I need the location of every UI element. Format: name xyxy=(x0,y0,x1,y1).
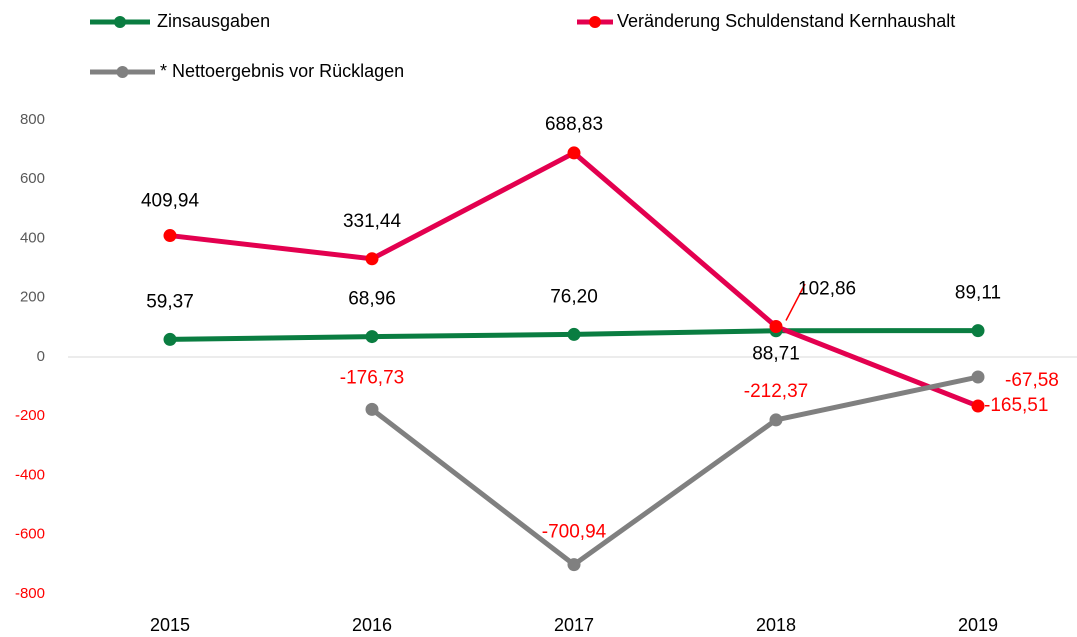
x-tick-label: 2016 xyxy=(352,615,392,635)
legend-marker xyxy=(116,66,129,78)
value-label: -212,37 xyxy=(744,381,808,402)
series-line xyxy=(169,150,979,409)
y-tick-label: -800 xyxy=(15,585,45,602)
marker xyxy=(365,330,379,344)
legend-label: Veränderung Schuldenstand Kernhaushalt xyxy=(617,11,955,31)
marker xyxy=(365,402,379,416)
legend-label: Zinsausgaben xyxy=(157,11,270,31)
value-label: 59,37 xyxy=(146,291,194,312)
y-tick-label: -600 xyxy=(15,526,45,543)
marker xyxy=(769,320,783,334)
legend-marker xyxy=(589,16,601,28)
value-label: 331,44 xyxy=(343,211,402,232)
value-label: 688,83 xyxy=(545,114,603,135)
legend-label: * Nettoergebnis vor Rücklagen xyxy=(160,61,404,81)
y-tick-label: 800 xyxy=(20,111,45,128)
value-label: -700,94 xyxy=(542,522,607,543)
marker xyxy=(567,146,581,160)
value-label: -176,73 xyxy=(340,367,404,388)
marker xyxy=(769,413,783,427)
y-tick-label: 0 xyxy=(37,348,45,365)
value-label: 89,11 xyxy=(955,283,1001,304)
marker xyxy=(567,327,581,341)
y-tick-label: 400 xyxy=(20,229,45,246)
y-tick-label: 200 xyxy=(20,289,45,306)
value-label: -165,51 xyxy=(984,395,1048,416)
value-label: 76,20 xyxy=(550,286,598,307)
value-label: 102,86 xyxy=(798,279,856,300)
y-tick-label: -200 xyxy=(15,407,45,424)
y-tick-label: -400 xyxy=(15,466,45,483)
marker xyxy=(971,370,985,384)
series-line xyxy=(370,374,979,568)
value-label: -67,58 xyxy=(1005,370,1059,391)
value-label: 68,96 xyxy=(348,289,396,310)
leader-line xyxy=(785,283,806,321)
marker xyxy=(365,252,379,266)
marker xyxy=(567,558,581,572)
value-label: 409,94 xyxy=(141,191,200,212)
x-tick-label: 2017 xyxy=(554,615,594,635)
marker xyxy=(971,324,985,338)
x-tick-label: 2015 xyxy=(150,615,190,635)
marker xyxy=(163,229,177,243)
y-tick-label: 600 xyxy=(20,170,45,187)
value-label: 88,71 xyxy=(752,344,800,365)
x-tick-label: 2019 xyxy=(958,615,998,635)
marker xyxy=(971,399,985,413)
x-tick-label: 2018 xyxy=(756,615,796,635)
marker xyxy=(163,332,177,346)
legend-marker xyxy=(114,16,126,28)
